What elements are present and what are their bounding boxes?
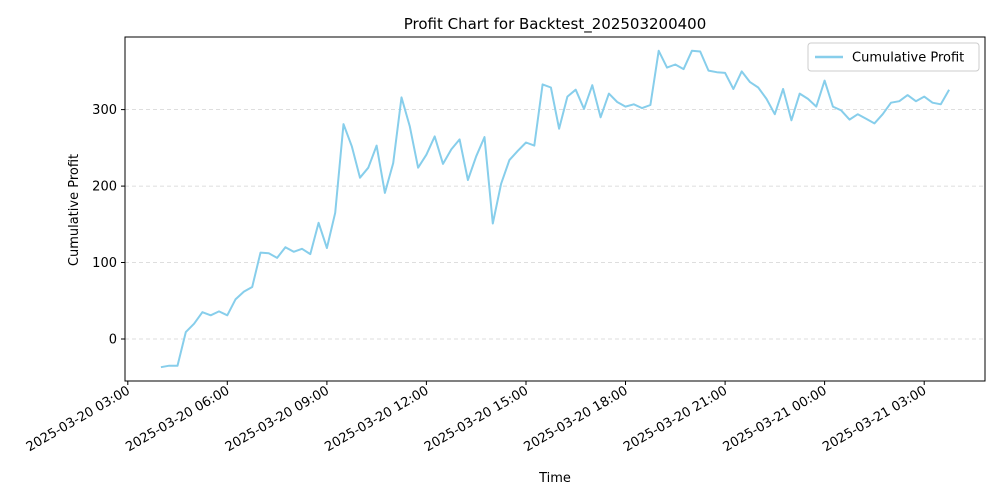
x-tick-label: 2025-03-20 15:00 (422, 383, 531, 455)
x-tick-label: 2025-03-20 03:00 (24, 383, 133, 455)
x-tick-label: 2025-03-20 21:00 (621, 383, 730, 455)
legend-label: Cumulative Profit (852, 51, 964, 66)
y-tick-label: 300 (92, 103, 117, 118)
series-line (160, 49, 950, 369)
x-tick-label: 2025-03-20 12:00 (322, 383, 431, 455)
x-tick-label: 2025-03-20 09:00 (223, 383, 332, 455)
y-tick-label: 0 (109, 333, 117, 348)
x-tick-label: 2025-03-21 00:00 (721, 383, 830, 455)
x-axis-label: Time (538, 471, 571, 486)
x-tick-label: 2025-03-20 06:00 (123, 383, 232, 455)
chart-title: Profit Chart for Backtest_202503200400 (404, 15, 707, 34)
legend: Cumulative Profit (807, 42, 980, 72)
y-tick-label: 200 (92, 180, 117, 195)
y-tick-label: 100 (92, 256, 117, 271)
y-axis-label: Cumulative Profit (67, 154, 82, 266)
x-tick-label: 2025-03-20 18:00 (522, 383, 631, 455)
plot-frame (124, 36, 986, 382)
series-group (160, 49, 950, 369)
y-axis: 0 100 200 300 (92, 103, 125, 348)
legend-box (807, 42, 980, 72)
x-tick-label: 2025-03-21 03:00 (820, 383, 929, 455)
gridlines (125, 109, 985, 340)
